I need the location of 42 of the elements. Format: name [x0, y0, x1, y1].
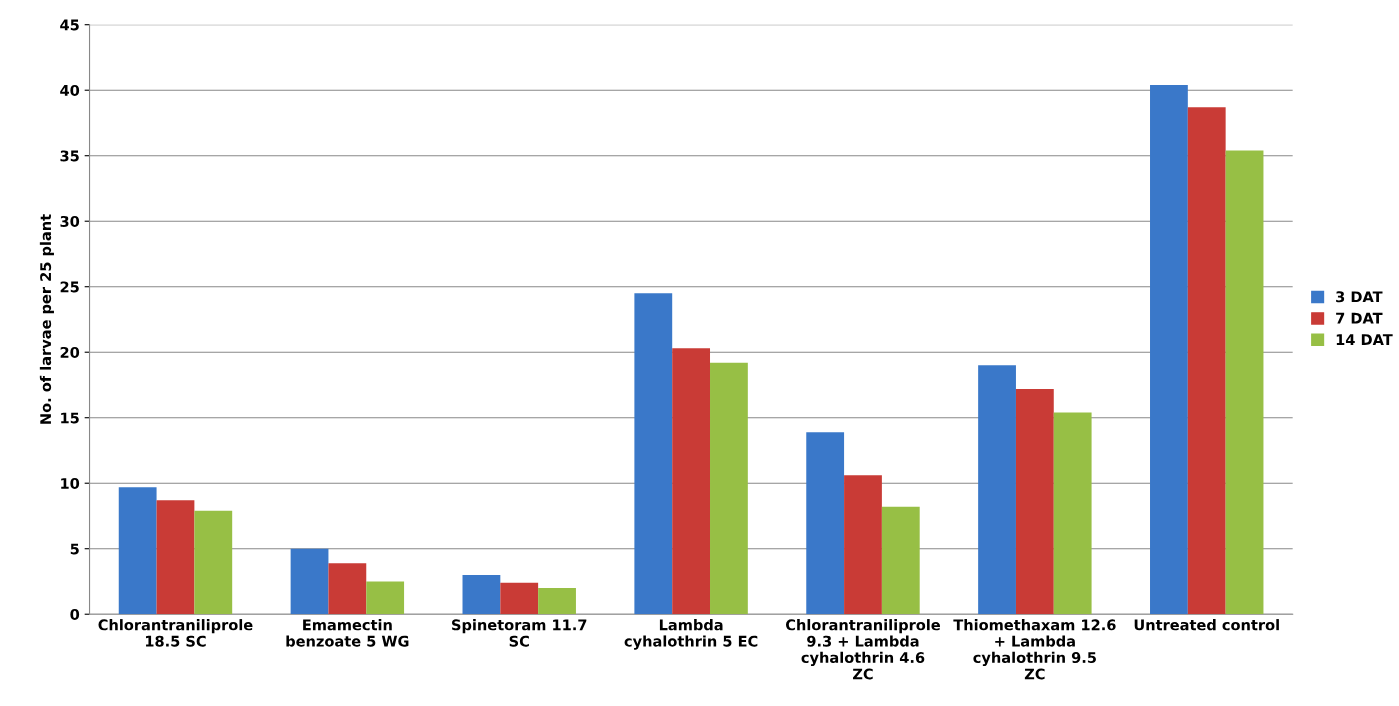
bar: [672, 348, 711, 615]
bar: [634, 293, 673, 615]
x-tick-label: Spinetoram 11.7 SC: [452, 619, 587, 647]
bar: [500, 582, 539, 615]
bar: [1015, 388, 1054, 615]
bar: [806, 432, 845, 615]
y-tick-label: 45: [60, 19, 79, 31]
y-axis-title: No. of larvae per 25 plant: [39, 214, 54, 424]
bar: [538, 588, 576, 615]
bar: [1187, 107, 1226, 615]
bar: [194, 510, 233, 615]
y-tick-label: 15: [61, 412, 79, 424]
y-tick-label: 25: [60, 281, 79, 293]
y-tick-label: 30: [60, 215, 80, 227]
bar: [1225, 150, 1264, 615]
bar: [1150, 84, 1188, 615]
y-tick-label: 20: [60, 346, 80, 358]
bar: [978, 365, 1016, 615]
y-tick-label: 10: [61, 477, 80, 489]
bar: [1053, 412, 1092, 615]
x-tick-label: Chlorantraniliprole 18.5 SC: [98, 619, 253, 647]
bar: [366, 581, 405, 615]
legend-label: 3 DAT: [1336, 291, 1383, 303]
legend-label: 14 DAT: [1336, 334, 1393, 345]
x-tick-label: Chlorantraniliprole 9.3 + Lambda cyhalothrin 4.6 ZC: [785, 619, 940, 680]
bar: [881, 506, 920, 615]
bar: [710, 362, 748, 615]
bar: [844, 475, 882, 615]
y-tick-label: 40: [60, 84, 80, 96]
bar: [156, 500, 195, 615]
bar: [118, 487, 157, 615]
legend-label: 7 DAT: [1336, 312, 1383, 324]
x-tick-label: Thiomethaxam 12.6 + Lambda cyhalothrin 9.5 ZC: [953, 619, 1116, 680]
y-tick-label: 0: [70, 608, 80, 620]
bar: [290, 548, 329, 615]
bar: [462, 574, 501, 615]
bar: [328, 563, 367, 615]
y-tick-label: 5: [70, 543, 79, 555]
x-tick-label: Lambda cyhalothrin 5 EC: [624, 619, 758, 650]
x-tick-label: Untreated control: [1134, 619, 1279, 631]
y-tick-label: 35: [60, 150, 79, 162]
x-tick-label: Emamectin benzoate 5 WG: [286, 619, 409, 647]
